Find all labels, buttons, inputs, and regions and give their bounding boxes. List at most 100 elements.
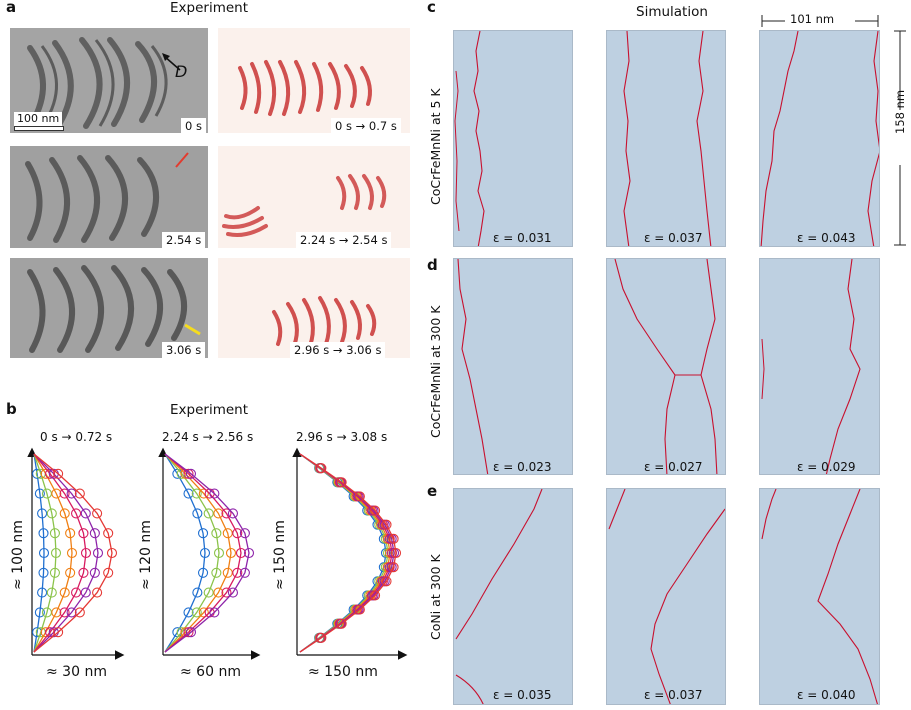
profile-marker bbox=[59, 488, 70, 499]
plot-1-interval: 0 s → 0.72 s bbox=[40, 430, 113, 444]
profile-marker bbox=[92, 547, 104, 559]
panel-c-title: Simulation bbox=[636, 4, 708, 20]
width-label: 101 nm bbox=[790, 12, 835, 26]
panel-label-c: c bbox=[427, 0, 436, 16]
profile-marker bbox=[103, 528, 114, 539]
diff-map-2 bbox=[218, 146, 410, 248]
profile-curve-2-2 bbox=[164, 453, 220, 653]
row-label-e: CoNi at 300 K bbox=[428, 554, 443, 640]
profile-marker bbox=[354, 604, 365, 615]
strain-e-3: ε = 0.040 bbox=[797, 688, 856, 702]
strain-d-2: ε = 0.027 bbox=[644, 460, 703, 474]
profile-curve-2-4 bbox=[164, 453, 242, 653]
profile-marker bbox=[50, 547, 62, 559]
profile-marker bbox=[49, 567, 60, 578]
profile-marker bbox=[66, 488, 77, 499]
arrow-red-shaft bbox=[175, 152, 189, 168]
profile-marker bbox=[227, 587, 239, 598]
profile-marker bbox=[71, 508, 82, 519]
profile-marker bbox=[89, 528, 100, 539]
profile-marker bbox=[381, 519, 392, 530]
profile-marker bbox=[46, 587, 57, 598]
diff-map-1 bbox=[218, 28, 410, 133]
profile-curve-2-1 bbox=[164, 453, 206, 653]
sim-c-3-lines bbox=[760, 31, 879, 246]
sim-d-1 bbox=[453, 258, 573, 475]
tem-texture-3 bbox=[10, 258, 208, 358]
sim-e-2 bbox=[606, 488, 726, 705]
profile-marker bbox=[38, 547, 50, 559]
panel-label-a: a bbox=[6, 0, 17, 16]
dislocation-arrow-black bbox=[162, 53, 181, 71]
profile-marker bbox=[183, 607, 194, 618]
plot-2-y-label: ≈ 120 nm bbox=[138, 520, 154, 590]
profile-marker bbox=[227, 508, 239, 519]
plot-3-y-label: ≈ 150 nm bbox=[272, 520, 288, 590]
profile-curve-1-2 bbox=[33, 453, 57, 653]
profile-marker bbox=[370, 590, 381, 601]
profile-marker bbox=[192, 587, 203, 598]
profile-marker bbox=[51, 488, 62, 499]
profile-curve-3-5 bbox=[299, 453, 395, 653]
scale-bar bbox=[14, 126, 64, 131]
dislocation-label: D bbox=[175, 62, 188, 81]
profile-marker bbox=[191, 488, 202, 499]
profile-marker bbox=[71, 587, 82, 598]
sim-c-2-lines bbox=[623, 31, 712, 246]
arrow-red bbox=[175, 152, 189, 168]
tem-texture-2 bbox=[10, 146, 208, 248]
arrow-yellow bbox=[184, 323, 201, 336]
profile-marker bbox=[316, 463, 327, 474]
profile-curve-2-3 bbox=[164, 453, 232, 653]
plot-1-x-label: ≈ 30 nm bbox=[46, 664, 107, 680]
profile-curve-1-1 bbox=[33, 453, 45, 653]
sim-e-3 bbox=[759, 488, 880, 705]
profile-curve-1-5 bbox=[33, 453, 99, 653]
profile-marker bbox=[46, 508, 57, 519]
profile-marker bbox=[185, 627, 197, 638]
profile-marker bbox=[225, 547, 237, 559]
profile-marker bbox=[213, 508, 224, 519]
profile-marker bbox=[354, 491, 365, 502]
profile-marker bbox=[232, 528, 243, 539]
strain-c-3: ε = 0.043 bbox=[797, 231, 856, 245]
profile-marker bbox=[49, 528, 60, 539]
diff-time-1: 0 s → 0.7 s bbox=[331, 118, 401, 134]
sim-e-1-lines bbox=[455, 489, 543, 704]
sim-c-1 bbox=[453, 30, 573, 247]
profile-marker bbox=[185, 468, 197, 479]
tem-time-1: 0 s bbox=[181, 118, 206, 134]
profile-marker bbox=[243, 547, 255, 559]
profile-marker bbox=[198, 488, 209, 499]
panel-label-e: e bbox=[427, 482, 438, 500]
profile-marker bbox=[38, 567, 49, 578]
profile-marker bbox=[221, 508, 232, 519]
diff-time-3: 2.96 s → 3.06 s bbox=[290, 342, 386, 358]
profile-curve-1-6 bbox=[33, 453, 113, 653]
panel-label-b: b bbox=[6, 400, 17, 418]
profile-marker bbox=[388, 562, 399, 573]
tem-time-3: 3.06 s bbox=[162, 342, 206, 358]
sim-c-1-lines bbox=[454, 31, 485, 246]
sim-c-2 bbox=[606, 30, 726, 247]
profile-marker bbox=[106, 547, 118, 559]
profile-marker bbox=[53, 468, 64, 479]
profile-marker bbox=[232, 567, 243, 578]
plot-3-x-label: ≈ 150 nm bbox=[308, 664, 378, 680]
profile-marker bbox=[203, 508, 214, 519]
strain-d-3: ε = 0.029 bbox=[797, 460, 856, 474]
profile-marker bbox=[370, 505, 381, 516]
profile-marker bbox=[211, 528, 222, 539]
profile-marker bbox=[78, 567, 89, 578]
plot-1-y-label: ≈ 100 nm bbox=[10, 520, 26, 590]
profile-marker bbox=[89, 567, 100, 578]
tem-image-2 bbox=[10, 146, 208, 248]
strain-d-1: ε = 0.023 bbox=[493, 460, 552, 474]
strain-c-1: ε = 0.031 bbox=[493, 231, 552, 245]
profile-marker bbox=[51, 607, 62, 618]
profile-marker bbox=[239, 528, 250, 539]
height-label: 158 nm bbox=[893, 89, 907, 134]
profile-marker bbox=[74, 488, 85, 499]
panel-label-d: d bbox=[427, 256, 438, 274]
profile-marker bbox=[34, 488, 45, 499]
